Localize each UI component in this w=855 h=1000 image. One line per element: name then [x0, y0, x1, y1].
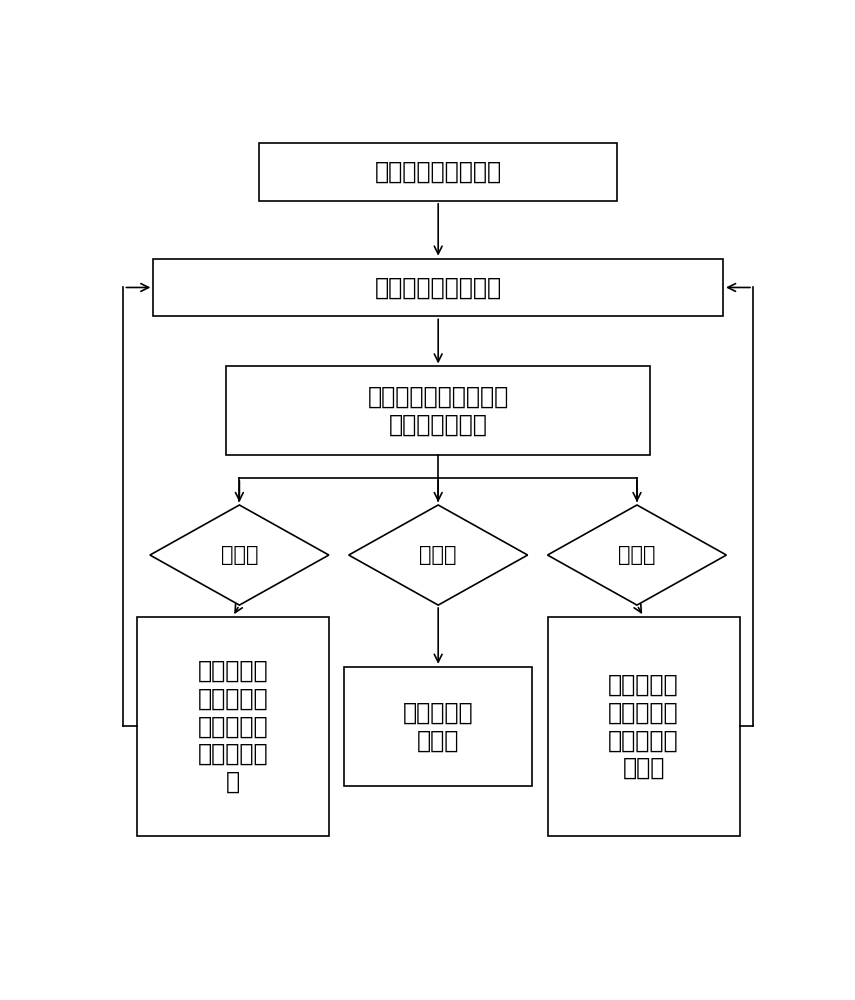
- Bar: [137, 617, 329, 836]
- Bar: [547, 617, 740, 836]
- Bar: [344, 667, 533, 786]
- Text: 高温段: 高温段: [618, 545, 656, 565]
- Bar: [259, 143, 617, 201]
- Bar: [226, 366, 651, 455]
- Text: 空气控制阀
门关闭: 空气控制阀 门关闭: [403, 700, 474, 752]
- Text: 低温段: 低温段: [221, 545, 258, 565]
- Text: 过渡段: 过渡段: [420, 545, 457, 565]
- Text: 测量电池的实时温度: 测量电池的实时温度: [374, 275, 502, 299]
- Polygon shape: [150, 505, 329, 605]
- Text: 电池温度信号与温度控
制的范围做比较: 电池温度信号与温度控 制的范围做比较: [368, 385, 509, 437]
- Polygon shape: [349, 505, 528, 605]
- Text: 空气控制阀
门控制自然
风进气道出
口打开: 空气控制阀 门控制自然 风进气道出 口打开: [608, 673, 679, 780]
- Bar: [153, 259, 723, 316]
- Text: 空气控制阀
门控制动力
电机热源进
气道出口打
开: 空气控制阀 门控制动力 电机热源进 气道出口打 开: [198, 659, 268, 794]
- Text: 设定温度控制的范围: 设定温度控制的范围: [374, 160, 502, 184]
- Polygon shape: [547, 505, 727, 605]
